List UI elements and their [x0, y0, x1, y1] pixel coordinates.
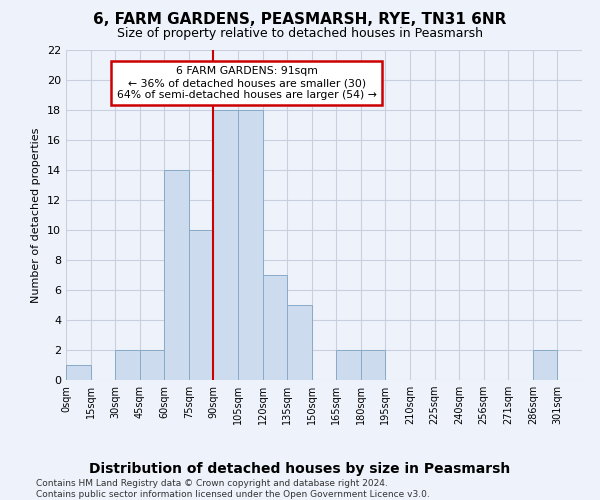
Bar [189, 230, 214, 380]
Text: 6, FARM GARDENS, PEASMARSH, RYE, TN31 6NR: 6, FARM GARDENS, PEASMARSH, RYE, TN31 6N… [94, 12, 506, 28]
Bar [533, 350, 557, 380]
Bar [336, 350, 361, 380]
Bar [263, 275, 287, 380]
Bar [66, 365, 91, 380]
Bar [361, 350, 385, 380]
Bar [238, 110, 263, 380]
Bar [115, 350, 140, 380]
Bar [214, 110, 238, 380]
Text: Distribution of detached houses by size in Peasmarsh: Distribution of detached houses by size … [89, 462, 511, 476]
Y-axis label: Number of detached properties: Number of detached properties [31, 128, 41, 302]
Text: Contains HM Land Registry data © Crown copyright and database right 2024.: Contains HM Land Registry data © Crown c… [36, 479, 388, 488]
Text: Contains public sector information licensed under the Open Government Licence v3: Contains public sector information licen… [36, 490, 430, 499]
Text: 6 FARM GARDENS: 91sqm
← 36% of detached houses are smaller (30)
64% of semi-deta: 6 FARM GARDENS: 91sqm ← 36% of detached … [116, 66, 377, 100]
Bar [287, 305, 312, 380]
Bar [164, 170, 189, 380]
Bar [140, 350, 164, 380]
Text: Size of property relative to detached houses in Peasmarsh: Size of property relative to detached ho… [117, 28, 483, 40]
